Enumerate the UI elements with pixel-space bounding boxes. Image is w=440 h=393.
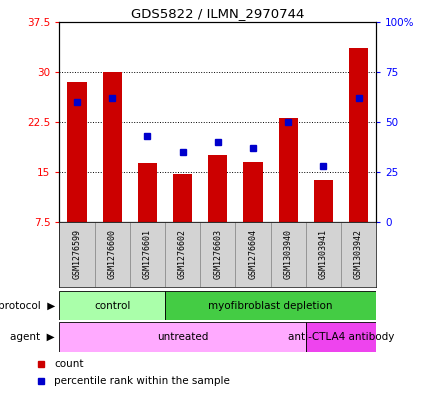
Bar [306, 322, 376, 352]
Bar [95, 222, 130, 287]
Bar [279, 118, 298, 222]
Text: GSM1276599: GSM1276599 [73, 230, 81, 279]
Text: GSM1303942: GSM1303942 [354, 230, 363, 279]
Bar [235, 222, 271, 287]
Bar [59, 222, 95, 287]
Bar [59, 322, 306, 352]
Bar [138, 163, 157, 222]
Bar [130, 222, 165, 287]
Text: agent  ▶: agent ▶ [11, 332, 55, 342]
Bar [306, 222, 341, 287]
Text: GSM1303941: GSM1303941 [319, 230, 328, 279]
Bar [341, 222, 376, 287]
Bar [103, 72, 122, 222]
Text: GSM1276602: GSM1276602 [178, 230, 187, 279]
Text: control: control [94, 301, 130, 310]
Bar [314, 180, 333, 222]
Bar [165, 222, 200, 287]
Text: myofibroblast depletion: myofibroblast depletion [209, 301, 333, 310]
Bar [173, 174, 192, 222]
Bar [208, 155, 227, 222]
Text: count: count [55, 358, 84, 369]
Title: GDS5822 / ILMN_2970744: GDS5822 / ILMN_2970744 [131, 7, 304, 20]
Text: anti-CTLA4 antibody: anti-CTLA4 antibody [288, 332, 394, 342]
Bar [271, 222, 306, 287]
Bar [243, 162, 263, 222]
Bar [59, 291, 165, 320]
Bar [165, 291, 376, 320]
Text: GSM1276604: GSM1276604 [249, 230, 257, 279]
Bar [349, 48, 368, 222]
Text: GSM1303940: GSM1303940 [284, 230, 293, 279]
Text: GSM1276600: GSM1276600 [108, 230, 117, 279]
Text: untreated: untreated [157, 332, 208, 342]
Bar [200, 222, 235, 287]
Bar [67, 82, 87, 222]
Text: GSM1276603: GSM1276603 [213, 230, 222, 279]
Text: GSM1276601: GSM1276601 [143, 230, 152, 279]
Text: protocol  ▶: protocol ▶ [0, 301, 55, 310]
Text: percentile rank within the sample: percentile rank within the sample [55, 376, 230, 386]
